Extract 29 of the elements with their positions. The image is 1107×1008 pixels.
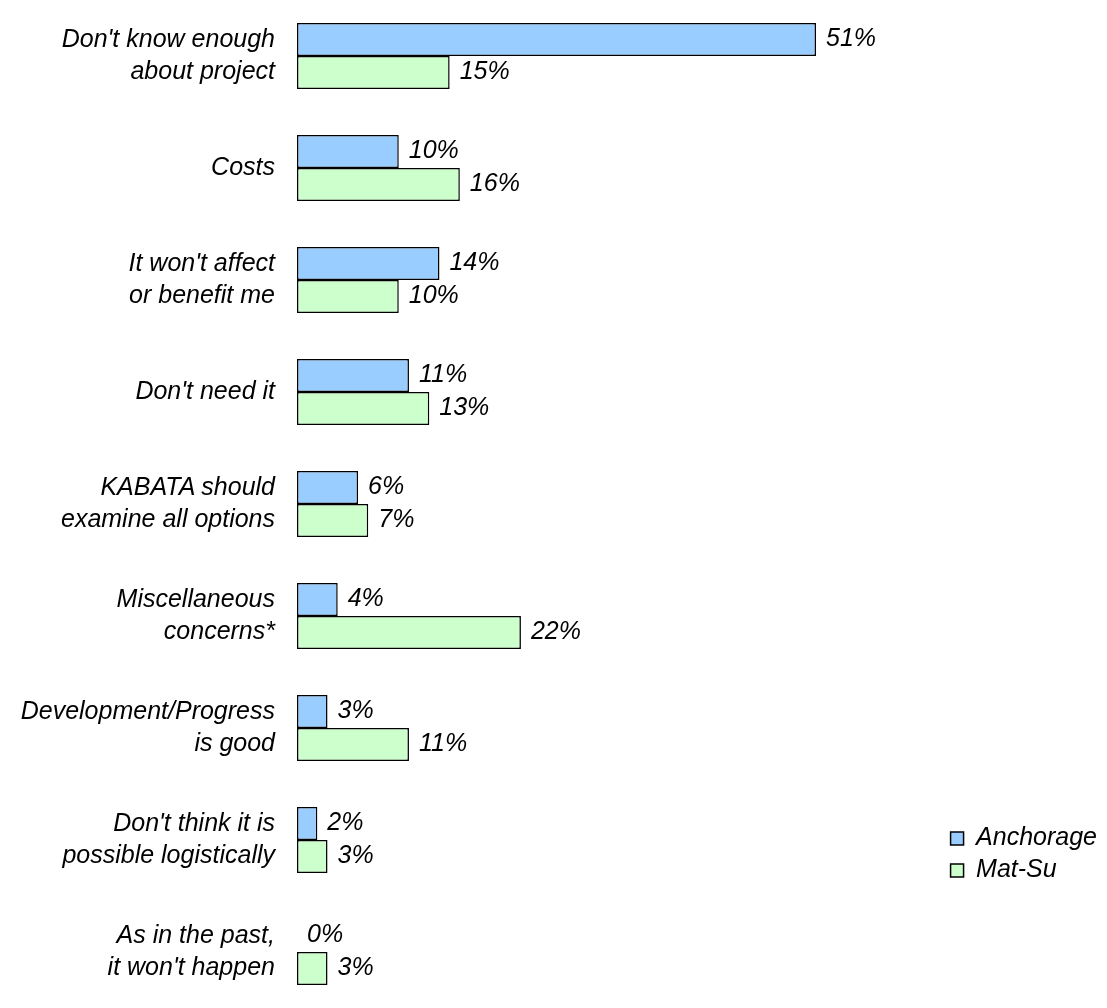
data-label: 16% [469,168,520,197]
data-label: 7% [378,504,415,533]
y-tick-label: Miscellaneous concerns* [116,583,277,645]
data-label: 10% [408,280,459,309]
y-tick-label: Don't need it [135,375,277,404]
data-label: 51% [825,23,877,52]
data-label: 2% [326,807,364,836]
data-label: 4% [347,583,384,612]
y-tick-label: It won't affect or benefit me [128,247,277,309]
data-label: 3% [337,952,374,981]
data-label: 11% [418,728,468,757]
y-tick-label: Don't think it is possible logistically [61,807,277,869]
legend-label: Anchorage [974,822,1098,851]
data-label: 22% [529,616,581,645]
data-label: 14% [449,247,500,276]
y-tick-label: KABATA should examine all options [60,471,277,533]
y-tick-label: Don't know enough about project [61,23,277,85]
data-label: 11% [418,359,468,388]
legend-label: Mat-Su [976,854,1057,883]
data-label: 3% [337,695,374,724]
y-tick-label: Development/Progress is good [20,695,277,757]
y-tick-label: Costs [211,151,275,180]
data-label: 6% [368,471,405,500]
data-label: 3% [337,840,374,869]
data-label: 15% [459,56,510,85]
data-label: 0% [307,919,344,948]
data-label: 10% [408,135,459,164]
data-label: 13% [439,392,490,421]
y-tick-label: As in the past, it won't happen [107,919,275,981]
